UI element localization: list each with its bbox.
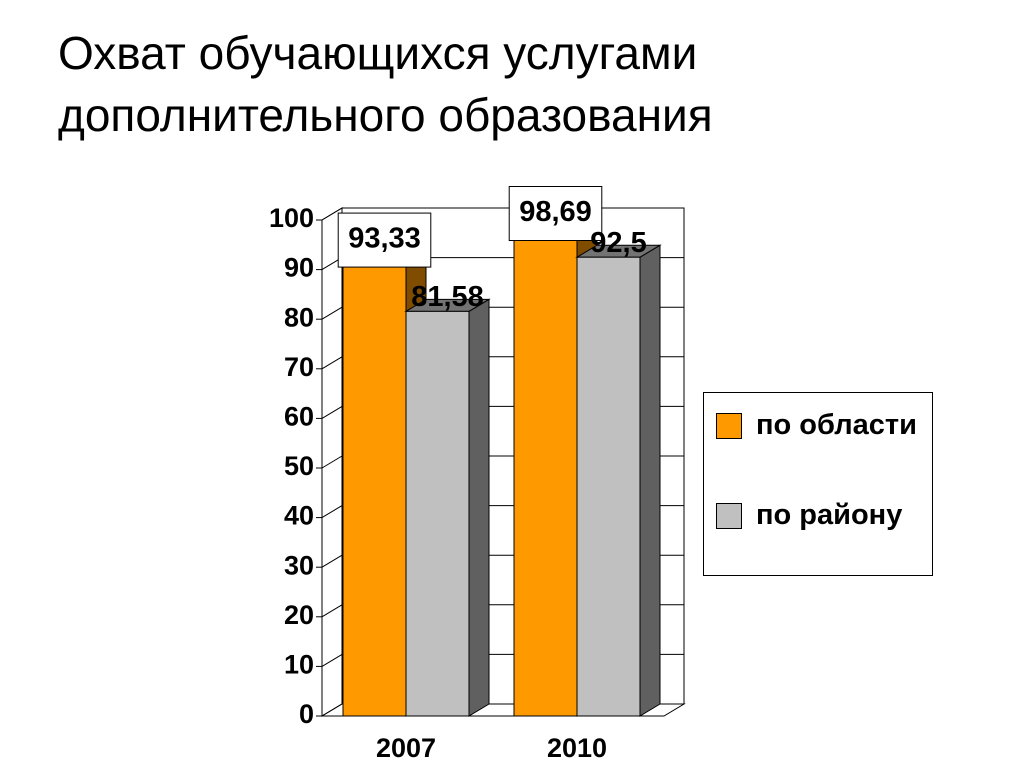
y-tick-label: 10 [284, 650, 314, 680]
grid-line [321, 653, 343, 667]
y-tick-label: 30 [284, 550, 314, 580]
bar [513, 225, 578, 717]
y-tick-label: 80 [284, 302, 314, 332]
value-label-box [508, 185, 603, 241]
y-tick-label: 90 [284, 253, 314, 283]
value-label: 93,33 [348, 223, 421, 255]
y-tick-label: 0 [299, 699, 314, 729]
value-label: 98,69 [519, 196, 592, 228]
grid-line [321, 207, 343, 221]
y-tick-label: 70 [284, 352, 314, 382]
grid-line [321, 455, 343, 469]
legend: по области по району [703, 392, 933, 576]
value-label-box [337, 212, 432, 268]
legend-swatch [716, 413, 742, 439]
value-label: 81,58 [411, 281, 484, 313]
legend-label: по области [756, 409, 917, 441]
y-tick-label: 100 [269, 203, 314, 233]
bar-side [468, 298, 490, 717]
grid-line [321, 554, 343, 568]
x-tick-label: 2007 [376, 733, 436, 763]
bar-side [639, 244, 661, 717]
grid-line [321, 405, 343, 419]
chart-title: Охват обучающихся услугами дополнительно… [58, 27, 713, 141]
bar [576, 256, 641, 717]
y-tick-label: 20 [284, 600, 314, 630]
legend-swatch [716, 503, 742, 529]
bar [342, 252, 407, 717]
y-tick-label: 60 [284, 402, 314, 432]
grid-line [321, 505, 343, 519]
grid-line [321, 604, 343, 618]
grid-line [321, 356, 343, 370]
grid-line [321, 306, 343, 320]
x-tick-label: 2010 [547, 733, 607, 763]
bar [405, 310, 470, 717]
legend-label: по району [756, 499, 903, 531]
grid-line [321, 703, 343, 717]
value-label: 92,5 [590, 227, 646, 259]
y-tick-label: 40 [284, 501, 314, 531]
y-tick-label: 50 [284, 451, 314, 481]
